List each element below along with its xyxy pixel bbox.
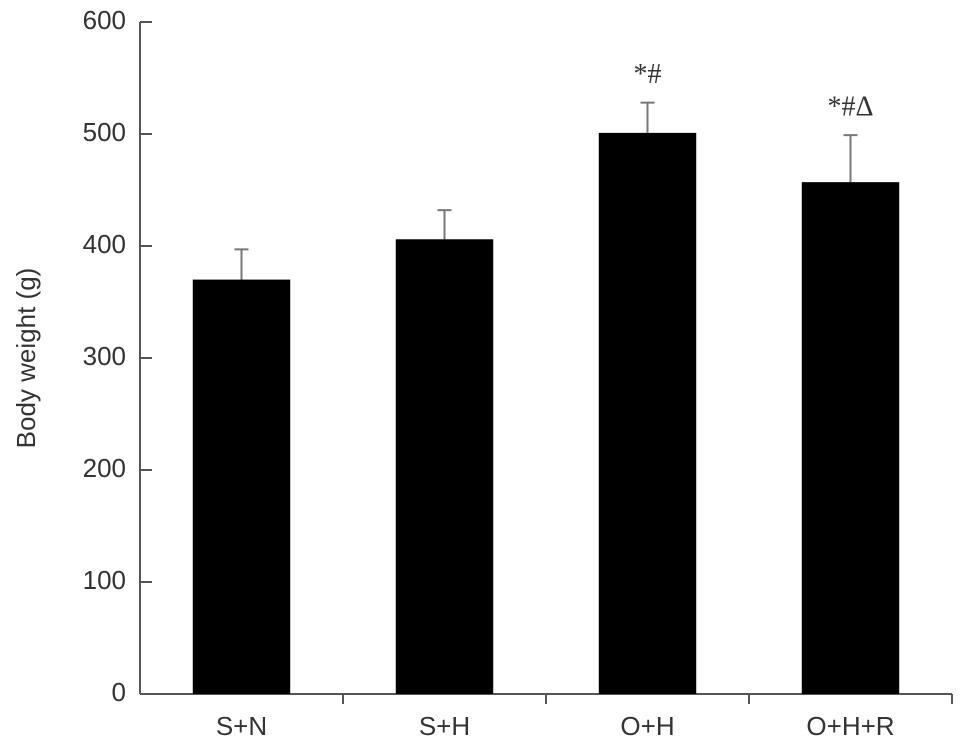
x-tick-label: S+N [216, 711, 267, 741]
y-tick-label: 200 [83, 453, 126, 483]
bar [801, 182, 900, 694]
x-tick-label: S+H [419, 711, 470, 741]
y-tick-label: 0 [112, 677, 126, 707]
annotation: *#Δ [827, 92, 873, 123]
bar [598, 132, 697, 694]
y-axis-label: Body weight (g) [11, 268, 41, 449]
annotation: *# [634, 59, 662, 90]
y-tick-label: 300 [83, 341, 126, 371]
bar [395, 239, 494, 694]
x-tick-label: O+H+R [806, 711, 894, 741]
y-tick-label: 500 [83, 117, 126, 147]
bar [192, 279, 291, 694]
y-tick-label: 100 [83, 565, 126, 595]
y-tick-label: 400 [83, 229, 126, 259]
x-tick-label: O+H [620, 711, 674, 741]
y-tick-label: 600 [83, 5, 126, 35]
